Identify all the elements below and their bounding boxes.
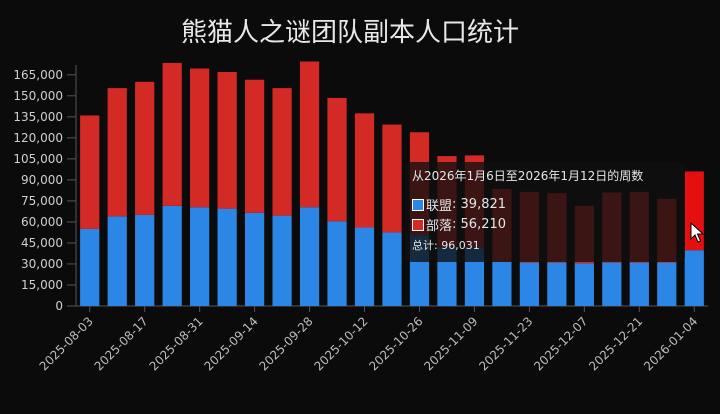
x-axis-ticks: 2025-08-032025-08-172025-08-312025-09-14… — [37, 306, 700, 373]
x-tick-label: 2025-12-07 — [531, 314, 590, 373]
tooltip-horde-value: 56,210 — [460, 217, 507, 232]
bar-segment-alliance-2025-10-19[interactable] — [382, 232, 402, 306]
bar-segment-alliance-2025-12-07[interactable] — [574, 263, 594, 306]
x-tick-label: 2026-01-04 — [641, 314, 700, 373]
bar-segment-horde-2025-09-28[interactable] — [299, 61, 320, 208]
y-tick-label: 60,000 — [21, 215, 63, 229]
bar-segment-alliance-2025-08-31[interactable] — [190, 207, 210, 306]
bar-segment-alliance-2025-08-24[interactable] — [162, 205, 182, 306]
y-tick-label: 90,000 — [21, 173, 63, 187]
bar-segment-horde-2025-10-19[interactable] — [382, 124, 402, 233]
y-tick-label: 165,000 — [13, 68, 63, 82]
bar-segment-horde-2025-08-24[interactable] — [162, 62, 182, 206]
bar-segment-alliance-2025-12-21[interactable] — [629, 262, 649, 306]
bar-segment-horde-2025-09-07[interactable] — [217, 72, 237, 209]
x-tick-label: 2025-11-09 — [421, 314, 480, 373]
bar-segment-alliance-2025-12-14[interactable] — [602, 262, 622, 306]
y-tick-label: 45,000 — [21, 236, 63, 250]
bar-segment-alliance-2025-10-05[interactable] — [327, 221, 347, 306]
tooltip-title: 从2026年1月6日至2026年1月12日的周数 — [412, 169, 644, 183]
y-tick-label: 15,000 — [21, 278, 63, 292]
bar-segment-horde-2025-10-12[interactable] — [354, 113, 375, 228]
horde-swatch-icon — [412, 218, 424, 231]
bar-segment-horde-2025-08-31[interactable] — [190, 68, 210, 208]
y-tick-label: 30,000 — [21, 257, 63, 271]
alliance-swatch-icon — [412, 198, 424, 211]
y-tick-label: 0 — [55, 299, 63, 313]
bar-segment-alliance-2025-08-10[interactable] — [107, 216, 127, 306]
tooltip-total-label: 总计 — [412, 239, 434, 252]
bar-segment-alliance-2025-12-28[interactable] — [657, 262, 677, 306]
y-axis-ticks: 0 15,000 30,000 45,000 60,000 75,000 90,000 105… — [13, 68, 76, 313]
bar-segment-alliance-2025-09-07[interactable] — [217, 208, 237, 306]
tooltip-total-value: 96,031 — [441, 239, 480, 252]
bar-segment-alliance-2026-01-04[interactable] — [684, 250, 704, 306]
bar-segment-horde-2025-08-03[interactable] — [80, 115, 100, 229]
y-tick-label: 150,000 — [13, 89, 63, 103]
bar-segment-horde-2025-10-05[interactable] — [327, 97, 347, 222]
chart-tooltip: 从2026年1月6日至2026年1月12日的周数 联盟: 39,821 部落: … — [405, 162, 685, 262]
tooltip-row-horde: 部落: 56,210 — [412, 215, 506, 234]
y-tick-label: 120,000 — [13, 131, 63, 145]
x-tick-label: 2025-09-28 — [256, 314, 315, 373]
x-tick-label: 2025-08-31 — [147, 314, 206, 373]
chart-title: 熊猫人之谜团队副本人口统计 — [181, 18, 519, 48]
y-tick-label: 75,000 — [21, 194, 63, 208]
bar-segment-alliance-2025-08-03[interactable] — [80, 228, 100, 306]
x-tick-label: 2025-10-12 — [311, 314, 370, 373]
y-tick-label: 105,000 — [13, 152, 63, 166]
bar-segment-horde-2025-08-17[interactable] — [135, 81, 155, 215]
bar-segment-alliance-2025-10-12[interactable] — [354, 227, 375, 306]
tooltip-row-alliance: 联盟: 39,821 — [412, 195, 506, 214]
x-tick-label: 2025-10-26 — [366, 314, 425, 373]
tooltip-alliance-sep: : — [452, 197, 461, 212]
tooltip-total: 总计: 96,031 — [412, 237, 480, 253]
x-tick-label: 2025-08-03 — [37, 314, 96, 373]
bar-segment-horde-2025-09-14[interactable] — [244, 79, 265, 213]
bar-segment-alliance-2025-11-16[interactable] — [492, 261, 512, 306]
x-tick-label: 2025-08-17 — [92, 314, 151, 373]
bar-segment-horde-2025-08-10[interactable] — [107, 88, 127, 217]
bar-segment-alliance-2025-08-17[interactable] — [135, 214, 155, 306]
tooltip-horde-sep: : — [452, 217, 461, 232]
bar-segment-alliance-2025-09-21[interactable] — [272, 215, 292, 307]
y-tick-label: 135,000 — [13, 110, 63, 124]
x-tick-label: 2025-11-23 — [476, 314, 535, 373]
bar-segment-alliance-2025-11-23[interactable] — [519, 262, 539, 306]
bar-segment-alliance-2025-09-28[interactable] — [299, 207, 320, 306]
tooltip-alliance-label: 联盟 — [426, 199, 453, 214]
mouse-cursor-icon — [690, 222, 704, 243]
bar-segment-horde-2025-09-21[interactable] — [272, 88, 292, 216]
x-tick-label: 2025-12-21 — [586, 314, 645, 373]
x-tick-label: 2025-09-14 — [202, 314, 261, 373]
tooltip-horde-label: 部落 — [426, 219, 453, 234]
bar-segment-alliance-2025-09-14[interactable] — [244, 212, 265, 306]
tooltip-alliance-value: 39,821 — [460, 197, 507, 212]
tooltip-total-sep: : — [434, 239, 442, 252]
bar-segment-alliance-2025-11-30[interactable] — [547, 262, 567, 306]
